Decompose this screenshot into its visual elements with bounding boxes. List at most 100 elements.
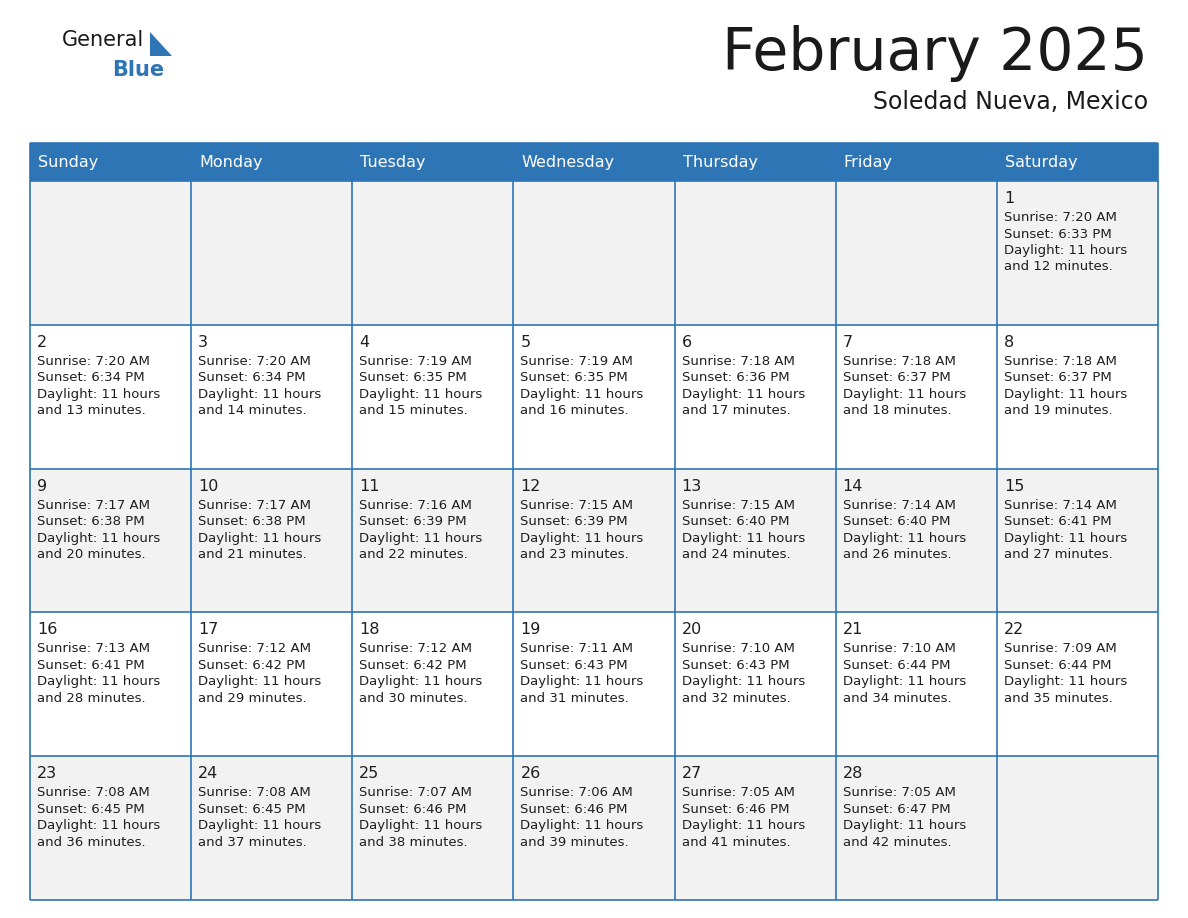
Text: Sunrise: 7:05 AM: Sunrise: 7:05 AM (682, 786, 795, 800)
Text: 25: 25 (359, 767, 379, 781)
Text: Sunset: 6:42 PM: Sunset: 6:42 PM (359, 659, 467, 672)
Text: 21: 21 (842, 622, 864, 637)
Text: Daylight: 11 hours: Daylight: 11 hours (1004, 244, 1127, 257)
Text: 28: 28 (842, 767, 864, 781)
Text: Sunset: 6:36 PM: Sunset: 6:36 PM (682, 371, 789, 385)
Text: and 22 minutes.: and 22 minutes. (359, 548, 468, 561)
Text: Daylight: 11 hours: Daylight: 11 hours (842, 819, 966, 833)
Text: Daylight: 11 hours: Daylight: 11 hours (198, 676, 322, 688)
Text: Daylight: 11 hours: Daylight: 11 hours (842, 676, 966, 688)
Text: and 28 minutes.: and 28 minutes. (37, 692, 146, 705)
Text: and 34 minutes.: and 34 minutes. (842, 692, 952, 705)
Text: Daylight: 11 hours: Daylight: 11 hours (682, 676, 804, 688)
Text: Sunset: 6:38 PM: Sunset: 6:38 PM (37, 515, 145, 528)
Text: Wednesday: Wednesday (522, 154, 614, 170)
Text: Sunrise: 7:18 AM: Sunrise: 7:18 AM (682, 354, 795, 368)
Text: and 12 minutes.: and 12 minutes. (1004, 261, 1113, 274)
Text: Sunset: 6:41 PM: Sunset: 6:41 PM (1004, 515, 1112, 528)
Text: Sunrise: 7:12 AM: Sunrise: 7:12 AM (198, 643, 311, 655)
Text: 2: 2 (37, 335, 48, 350)
Text: Sunrise: 7:05 AM: Sunrise: 7:05 AM (842, 786, 955, 800)
Text: Sunset: 6:39 PM: Sunset: 6:39 PM (520, 515, 628, 528)
Text: Sunset: 6:46 PM: Sunset: 6:46 PM (359, 802, 467, 816)
Text: and 14 minutes.: and 14 minutes. (198, 404, 307, 418)
Text: Sunset: 6:43 PM: Sunset: 6:43 PM (520, 659, 628, 672)
Bar (30, 468, 1158, 612)
Text: Sunset: 6:37 PM: Sunset: 6:37 PM (1004, 371, 1112, 385)
Text: and 20 minutes.: and 20 minutes. (37, 548, 146, 561)
Text: Daylight: 11 hours: Daylight: 11 hours (520, 819, 644, 833)
Text: and 17 minutes.: and 17 minutes. (682, 404, 790, 418)
Text: 27: 27 (682, 767, 702, 781)
Text: Sunset: 6:35 PM: Sunset: 6:35 PM (520, 371, 628, 385)
Text: Daylight: 11 hours: Daylight: 11 hours (198, 819, 322, 833)
Text: Tuesday: Tuesday (360, 154, 425, 170)
Text: Friday: Friday (843, 154, 892, 170)
Text: Sunrise: 7:09 AM: Sunrise: 7:09 AM (1004, 643, 1117, 655)
Text: 12: 12 (520, 478, 541, 494)
Text: and 19 minutes.: and 19 minutes. (1004, 404, 1112, 418)
Bar (30, 143, 1158, 181)
Text: Sunrise: 7:12 AM: Sunrise: 7:12 AM (359, 643, 473, 655)
Text: 13: 13 (682, 478, 702, 494)
Text: Daylight: 11 hours: Daylight: 11 hours (359, 676, 482, 688)
Text: Sunset: 6:42 PM: Sunset: 6:42 PM (198, 659, 305, 672)
Text: 6: 6 (682, 335, 691, 350)
Text: 5: 5 (520, 335, 531, 350)
Text: Sunrise: 7:08 AM: Sunrise: 7:08 AM (37, 786, 150, 800)
Text: Thursday: Thursday (683, 154, 758, 170)
Text: Sunrise: 7:18 AM: Sunrise: 7:18 AM (842, 354, 955, 368)
Text: and 27 minutes.: and 27 minutes. (1004, 548, 1113, 561)
Text: Sunrise: 7:07 AM: Sunrise: 7:07 AM (359, 786, 472, 800)
Text: Daylight: 11 hours: Daylight: 11 hours (682, 819, 804, 833)
Text: Sunset: 6:46 PM: Sunset: 6:46 PM (682, 802, 789, 816)
Text: Sunset: 6:44 PM: Sunset: 6:44 PM (1004, 659, 1111, 672)
Text: Daylight: 11 hours: Daylight: 11 hours (520, 387, 644, 401)
Text: Sunset: 6:41 PM: Sunset: 6:41 PM (37, 659, 145, 672)
Text: Daylight: 11 hours: Daylight: 11 hours (37, 676, 160, 688)
Text: Daylight: 11 hours: Daylight: 11 hours (359, 532, 482, 544)
Text: and 37 minutes.: and 37 minutes. (198, 835, 307, 849)
Text: Sunrise: 7:19 AM: Sunrise: 7:19 AM (520, 354, 633, 368)
Text: 1: 1 (1004, 191, 1015, 206)
Text: Sunset: 6:43 PM: Sunset: 6:43 PM (682, 659, 789, 672)
Text: Sunset: 6:37 PM: Sunset: 6:37 PM (842, 371, 950, 385)
Text: Sunset: 6:39 PM: Sunset: 6:39 PM (359, 515, 467, 528)
Text: and 29 minutes.: and 29 minutes. (198, 692, 307, 705)
Text: and 32 minutes.: and 32 minutes. (682, 692, 790, 705)
Bar (30, 612, 1158, 756)
Text: 23: 23 (37, 767, 57, 781)
Text: and 16 minutes.: and 16 minutes. (520, 404, 630, 418)
Text: and 21 minutes.: and 21 minutes. (198, 548, 307, 561)
Text: 9: 9 (37, 478, 48, 494)
Text: General: General (62, 30, 144, 50)
Text: Sunrise: 7:15 AM: Sunrise: 7:15 AM (520, 498, 633, 511)
Text: Daylight: 11 hours: Daylight: 11 hours (520, 532, 644, 544)
Text: Sunset: 6:40 PM: Sunset: 6:40 PM (842, 515, 950, 528)
Text: 15: 15 (1004, 478, 1024, 494)
Text: Saturday: Saturday (1005, 154, 1078, 170)
Text: Sunrise: 7:17 AM: Sunrise: 7:17 AM (37, 498, 150, 511)
Text: Sunrise: 7:16 AM: Sunrise: 7:16 AM (359, 498, 472, 511)
Text: and 26 minutes.: and 26 minutes. (842, 548, 952, 561)
Text: and 13 minutes.: and 13 minutes. (37, 404, 146, 418)
Text: Sunrise: 7:10 AM: Sunrise: 7:10 AM (842, 643, 955, 655)
Text: Sunset: 6:35 PM: Sunset: 6:35 PM (359, 371, 467, 385)
Text: and 24 minutes.: and 24 minutes. (682, 548, 790, 561)
Text: Daylight: 11 hours: Daylight: 11 hours (520, 676, 644, 688)
Text: Sunset: 6:34 PM: Sunset: 6:34 PM (198, 371, 305, 385)
Text: Sunrise: 7:13 AM: Sunrise: 7:13 AM (37, 643, 150, 655)
Text: Sunset: 6:34 PM: Sunset: 6:34 PM (37, 371, 145, 385)
Text: Sunrise: 7:20 AM: Sunrise: 7:20 AM (198, 354, 311, 368)
Text: 10: 10 (198, 478, 219, 494)
Text: Sunrise: 7:17 AM: Sunrise: 7:17 AM (198, 498, 311, 511)
Text: and 39 minutes.: and 39 minutes. (520, 835, 630, 849)
Text: Daylight: 11 hours: Daylight: 11 hours (198, 532, 322, 544)
Text: Sunrise: 7:08 AM: Sunrise: 7:08 AM (198, 786, 311, 800)
Text: Monday: Monday (200, 154, 263, 170)
Text: 8: 8 (1004, 335, 1015, 350)
Text: and 38 minutes.: and 38 minutes. (359, 835, 468, 849)
Text: 11: 11 (359, 478, 380, 494)
Text: Daylight: 11 hours: Daylight: 11 hours (842, 387, 966, 401)
Text: 18: 18 (359, 622, 380, 637)
